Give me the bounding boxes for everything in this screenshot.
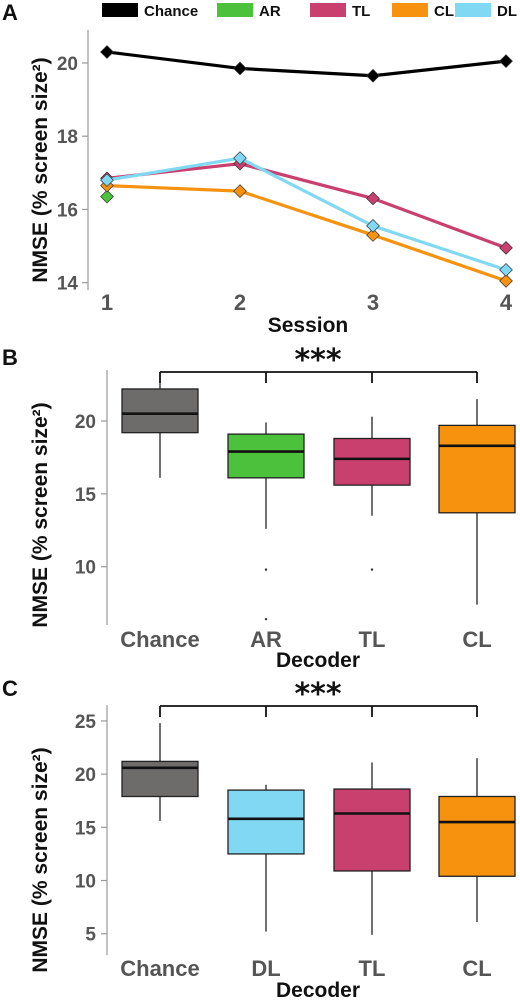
panel-b-label: B [2, 345, 18, 370]
series-line-cl [106, 184, 507, 283]
legend-swatch-tl [310, 3, 346, 17]
outlier-ar [264, 617, 268, 621]
panel-a-y-title: NMSE (% screen size²) [29, 57, 52, 282]
panel-c-boxes [121, 723, 516, 935]
panel-c-label: C [2, 676, 18, 701]
panel-c-y-ticks: 5 10 15 20 25 [75, 712, 107, 946]
panel-b-categories: Chance AR TL CL [120, 627, 491, 652]
category-label-dl: DL [251, 956, 280, 981]
box-dl [227, 789, 305, 855]
data-point-dl [100, 173, 114, 187]
panel-b-significance: *** [159, 343, 478, 383]
panel-b: B 10 15 20 Chance AR TL CL *** Decoder NMSE (… [2, 343, 516, 672]
box-tl [333, 437, 411, 486]
y-tick-label: 15 [75, 818, 97, 839]
y-tick-label: 20 [57, 54, 78, 75]
x-tick-label: 1 [101, 290, 113, 315]
data-point-tl [499, 241, 513, 255]
legend-swatch-chance [102, 3, 138, 17]
significance-stars: *** [294, 677, 341, 712]
box-ar [227, 433, 305, 479]
panel-a-y-ticks: 14 16 18 20 [57, 54, 88, 295]
legend-swatch-ar [217, 3, 253, 17]
outlier-ar [264, 568, 268, 571]
y-tick-label: 16 [57, 200, 78, 221]
panel-b-x-title: Decoder [276, 649, 360, 672]
data-point-dl [233, 151, 247, 166]
panel-c-significance: *** [159, 677, 478, 717]
y-tick-label: 25 [75, 712, 97, 733]
legend-label-dl: DL [497, 3, 517, 20]
data-point-tl [366, 191, 380, 206]
panel-c-x-title: Decoder [276, 979, 360, 1001]
y-tick-label: 18 [57, 127, 78, 148]
data-point-cl [366, 228, 380, 242]
panel-a-x-ticks: 1 2 3 4 [101, 290, 513, 315]
box-chance [121, 388, 199, 434]
y-tick-label: 10 [75, 558, 96, 579]
box-cl [438, 795, 516, 877]
panel-b-boxes [121, 381, 516, 621]
data-point-dl [499, 263, 513, 277]
box-tl [333, 788, 411, 872]
y-tick-label: 14 [57, 274, 79, 295]
x-tick-label: 3 [367, 290, 379, 315]
series-line-chance [106, 50, 507, 78]
category-label-cl: CL [462, 956, 491, 981]
y-tick-label: 15 [75, 485, 97, 506]
panel-a: A Chance AR TL CL DL 14 16 18 20 1 2 3 4 Session N… [2, 0, 517, 337]
category-label-chance: Chance [120, 956, 199, 981]
outlier-tl [370, 568, 374, 571]
data-point-chance [366, 68, 380, 83]
box-cl [438, 424, 516, 514]
significance-stars: *** [294, 343, 341, 378]
data-point-chance [100, 45, 114, 59]
panel-a-label: A [2, 0, 18, 25]
panel-a-legend: Chance AR TL CL DL [102, 3, 517, 20]
y-tick-label: 5 [85, 925, 96, 946]
panel-a-x-title: Session [268, 314, 349, 337]
legend-label-chance: Chance [144, 3, 198, 20]
panel-c-y-title: NMSE (% screen size²) [29, 747, 52, 972]
data-point-dl [366, 219, 380, 233]
category-label-chance: Chance [120, 627, 199, 652]
data-point-chance [233, 61, 247, 76]
x-tick-label: 2 [234, 290, 246, 315]
series-line-tl [106, 162, 507, 250]
series-line-dl [106, 156, 507, 272]
legend-swatch-dl [455, 3, 491, 17]
panel-b-y-title: NMSE (% screen size²) [29, 402, 52, 627]
category-label-tl: TL [359, 956, 386, 981]
y-tick-label: 20 [75, 412, 96, 433]
y-tick-label: 20 [75, 765, 96, 786]
category-label-tl: TL [359, 627, 386, 652]
data-point-cl [499, 273, 513, 288]
legend-label-cl: CL [434, 3, 454, 20]
category-label-cl: CL [462, 627, 491, 652]
legend-label-tl: TL [352, 3, 370, 20]
panel-c-categories: Chance DL TL CL [120, 956, 491, 981]
y-tick-label: 10 [75, 872, 96, 893]
data-point-chance [499, 54, 513, 68]
category-label-ar: AR [250, 627, 282, 652]
data-point-ar [100, 189, 114, 204]
legend-label-ar: AR [259, 3, 281, 20]
x-tick-label: 4 [500, 290, 513, 315]
panel-a-series [100, 45, 513, 288]
panel-b-y-ticks: 10 15 20 [75, 412, 107, 579]
data-point-cl [233, 184, 247, 198]
panel-c: C 5 10 15 20 25 Chance DL TL CL *** Decoder NMS… [2, 676, 516, 1001]
legend-swatch-cl [392, 3, 428, 17]
